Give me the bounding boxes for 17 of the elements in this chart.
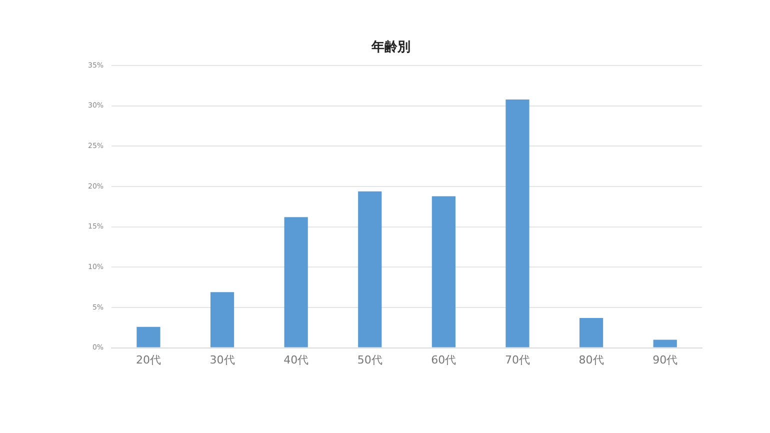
bar [284,217,308,348]
x-tick-label: 70代 [504,353,530,366]
bar [136,326,160,348]
bar [506,99,530,348]
bar [432,196,456,348]
x-tick-label: 50代 [357,353,382,366]
bar [653,340,677,348]
bar [358,191,382,348]
x-tick-label: 30代 [210,353,235,366]
bar [579,318,604,348]
x-tick-label: 90代 [652,353,678,366]
chart-title: 年齢別 [370,40,410,56]
x-tick-label: 20代 [136,353,161,366]
x-tick-label: 80代 [578,353,604,366]
x-tick-label: 60代 [431,353,456,366]
bar [210,292,234,348]
x-tick-label: 40代 [284,353,309,366]
